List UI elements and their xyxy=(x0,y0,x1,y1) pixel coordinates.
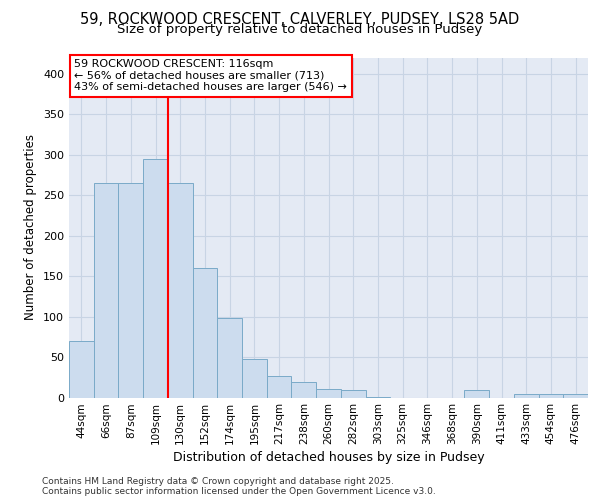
Bar xyxy=(563,394,588,398)
Bar xyxy=(193,268,217,398)
Bar xyxy=(514,394,539,398)
Text: Size of property relative to detached houses in Pudsey: Size of property relative to detached ho… xyxy=(118,22,482,36)
Y-axis label: Number of detached properties: Number of detached properties xyxy=(25,134,37,320)
Bar xyxy=(242,360,267,398)
Bar xyxy=(168,183,193,398)
Bar xyxy=(94,183,118,398)
Bar xyxy=(464,390,489,398)
Bar xyxy=(267,376,292,398)
Bar xyxy=(292,382,316,398)
Bar xyxy=(316,390,341,398)
Bar xyxy=(143,158,168,398)
Text: 59 ROCKWOOD CRESCENT: 116sqm
← 56% of detached houses are smaller (713)
43% of s: 59 ROCKWOOD CRESCENT: 116sqm ← 56% of de… xyxy=(74,59,347,92)
Bar xyxy=(118,183,143,398)
Text: Contains HM Land Registry data © Crown copyright and database right 2025.
Contai: Contains HM Land Registry data © Crown c… xyxy=(42,476,436,496)
Bar xyxy=(217,318,242,398)
Bar xyxy=(341,390,365,398)
Text: 59, ROCKWOOD CRESCENT, CALVERLEY, PUDSEY, LS28 5AD: 59, ROCKWOOD CRESCENT, CALVERLEY, PUDSEY… xyxy=(80,12,520,28)
Bar xyxy=(69,341,94,398)
Bar xyxy=(365,396,390,398)
Bar xyxy=(539,394,563,398)
X-axis label: Distribution of detached houses by size in Pudsey: Distribution of detached houses by size … xyxy=(173,452,484,464)
